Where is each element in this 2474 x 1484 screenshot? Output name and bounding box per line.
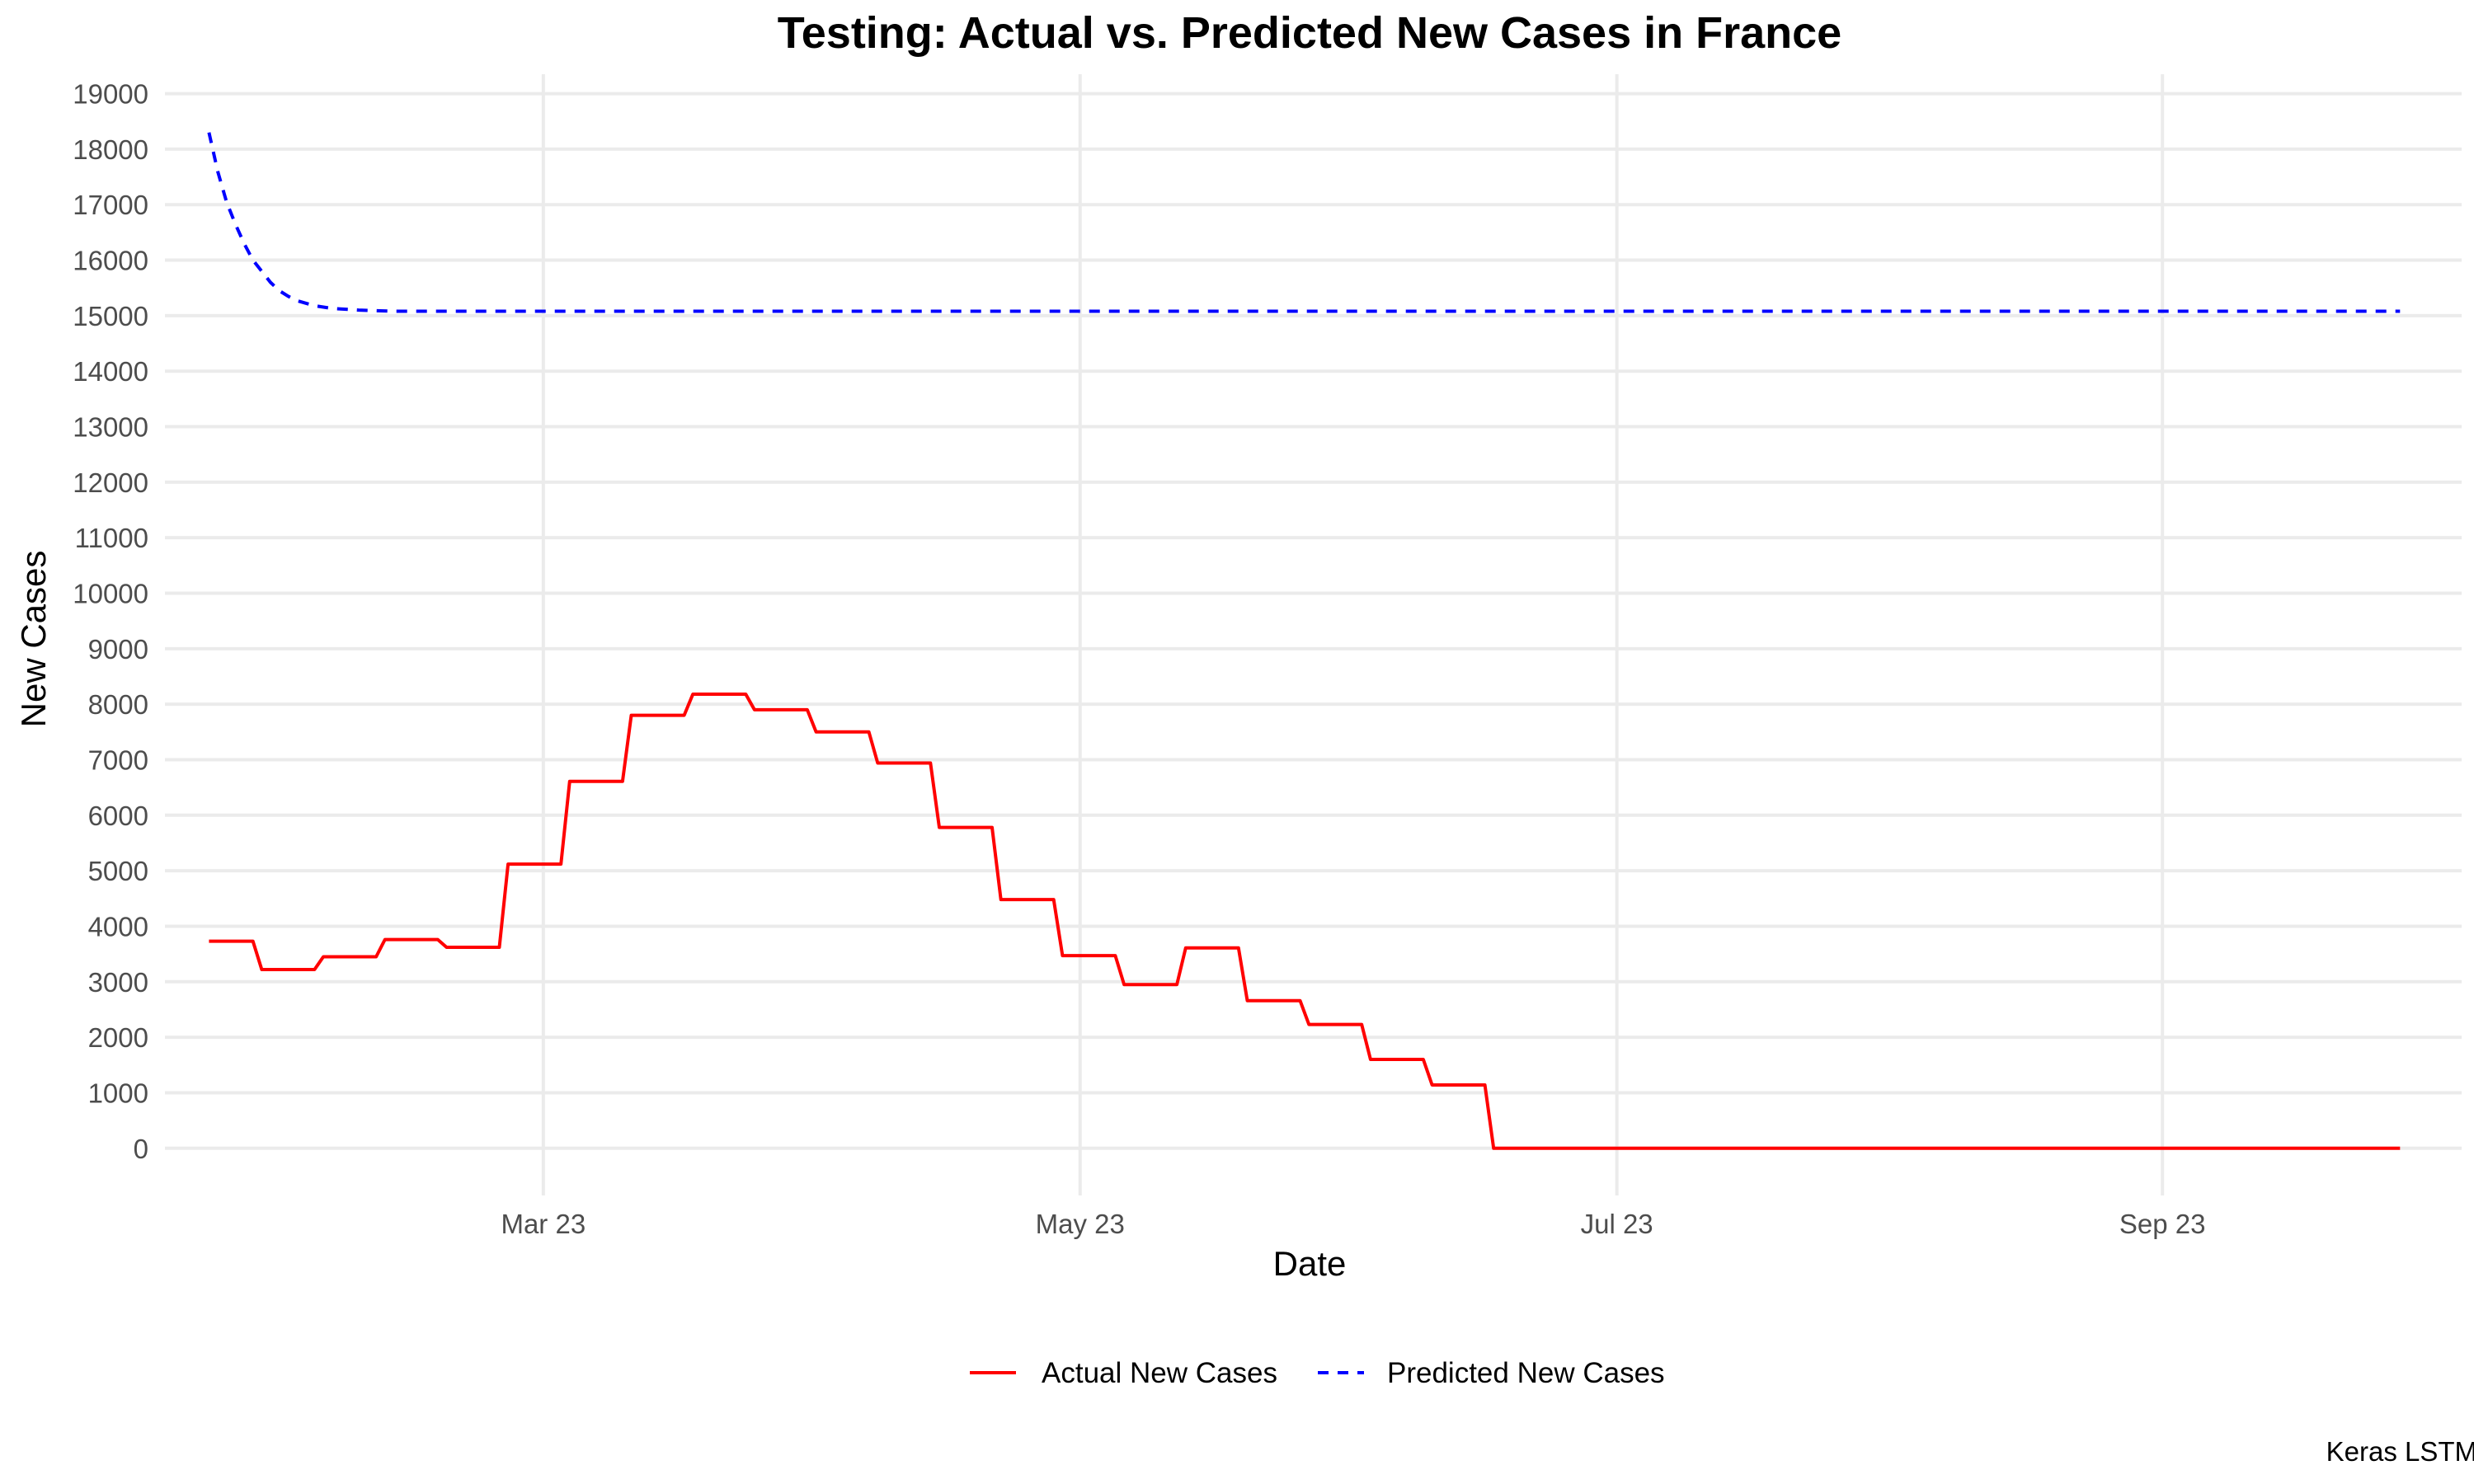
y-axis-title: New Cases (14, 551, 53, 728)
y-tick-label: 3000 (88, 967, 148, 998)
caption: Keras LSTM (2326, 1436, 2474, 1467)
y-tick-label: 9000 (88, 634, 148, 665)
y-tick-label: 1000 (88, 1078, 148, 1108)
y-tick-label: 7000 (88, 744, 148, 775)
y-tick-label: 14000 (73, 356, 148, 387)
y-tick-label: 13000 (73, 412, 148, 443)
series-line-predicted (207, 132, 2401, 313)
series-layer (207, 132, 2401, 1150)
y-tick-label: 16000 (73, 246, 148, 276)
grid-layer (165, 74, 2462, 1195)
x-tick-label: Jul 23 (1581, 1209, 1653, 1239)
legend-label-predicted: Predicted New Cases (1387, 1357, 1665, 1389)
y-tick-label: 17000 (73, 190, 148, 220)
legend: Actual New Cases Predicted New Cases (970, 1357, 1665, 1389)
y-tick-label: 10000 (73, 579, 148, 609)
y-tick-label: 19000 (73, 79, 148, 110)
x-tick-label: Sep 23 (2119, 1209, 2206, 1239)
x-tick-labels: Mar 23 May 23 Jul 23 Sep 23 (501, 1209, 2205, 1239)
y-tick-label: 15000 (73, 301, 148, 331)
y-tick-label: 5000 (88, 856, 148, 886)
series-line-actual (209, 693, 2401, 1150)
y-tick-label: 11000 (75, 523, 148, 553)
y-tick-label: 8000 (88, 689, 148, 720)
legend-label-actual: Actual New Cases (1042, 1357, 1277, 1389)
x-axis-title: Date (1273, 1244, 1347, 1283)
y-tick-label: 2000 (88, 1022, 148, 1053)
y-tick-label: 12000 (73, 467, 148, 498)
x-tick-label: Mar 23 (501, 1209, 586, 1239)
y-tick-labels: 0 1000 2000 3000 4000 5000 6000 7000 8000 9000 100… (73, 79, 148, 1164)
y-tick-label: 6000 (88, 801, 148, 831)
y-tick-label: 18000 (73, 134, 148, 165)
y-tick-label: 0 (134, 1134, 148, 1164)
chart-title: Testing: Actual vs. Predicted New Cases … (778, 8, 1841, 58)
x-tick-label: May 23 (1036, 1209, 1125, 1239)
y-tick-label: 4000 (88, 911, 148, 942)
